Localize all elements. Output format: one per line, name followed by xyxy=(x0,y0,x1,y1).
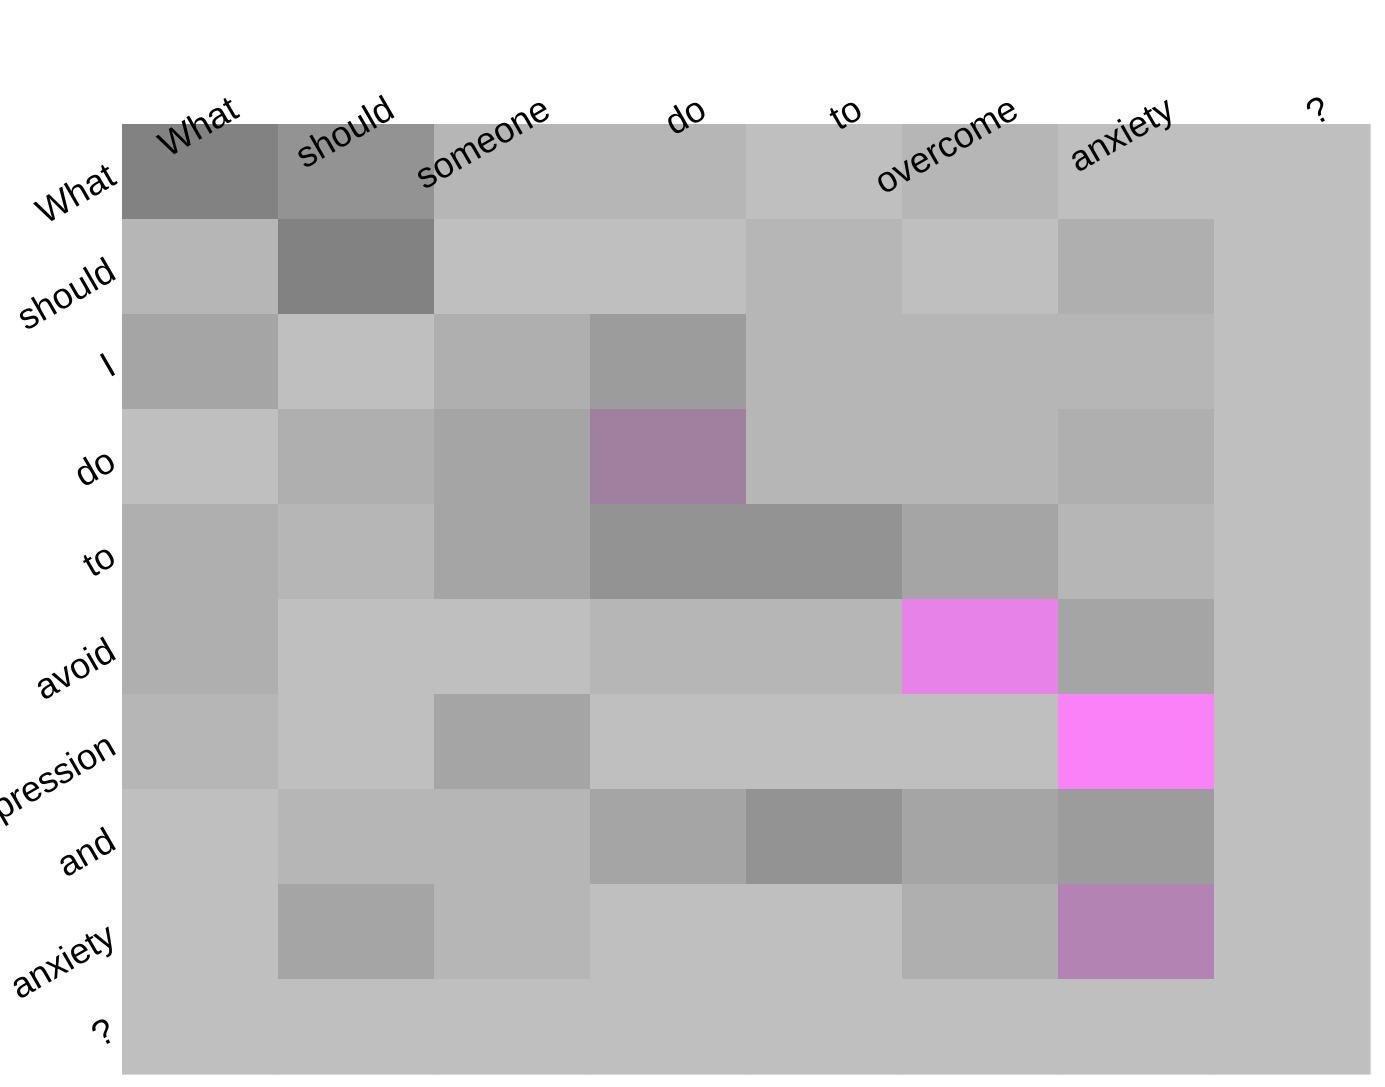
heatmap-cell-r6-c3 xyxy=(590,694,747,790)
heatmap-cell-r8-c7 xyxy=(1214,884,1371,980)
heatmap-cell-r8-c6 xyxy=(1058,884,1215,980)
heatmap-cell-r5-c4 xyxy=(746,599,903,695)
heatmap-cell-r5-c5 xyxy=(902,599,1059,695)
heatmap-cell-r9-c3 xyxy=(590,979,747,1075)
heatmap-cell-r7-c0 xyxy=(122,789,279,885)
heatmap-cell-r3-c7 xyxy=(1214,409,1371,505)
heatmap-cell-r4-c5 xyxy=(902,504,1059,600)
heatmap-cell-r6-c2 xyxy=(434,694,591,790)
heatmap-cell-r0-c1 xyxy=(278,124,435,220)
heatmap-cell-r9-c2 xyxy=(434,979,591,1075)
heatmap-cell-r9-c1 xyxy=(278,979,435,1075)
heatmap-cell-r8-c5 xyxy=(902,884,1059,980)
heatmap-cell-r3-c6 xyxy=(1058,409,1215,505)
heatmap-cell-r3-c1 xyxy=(278,409,435,505)
heatmap-cell-r6-c6 xyxy=(1058,694,1215,790)
heatmap-cell-r5-c0 xyxy=(122,599,279,695)
heatmap-cell-r1-c7 xyxy=(1214,219,1371,315)
heatmap-cell-r3-c5 xyxy=(902,409,1059,505)
heatmap-cell-r0-c3 xyxy=(590,124,747,220)
heatmap-cell-r0-c5 xyxy=(902,124,1059,220)
heatmap-cell-r5-c2 xyxy=(434,599,591,695)
heatmap-cell-r1-c0 xyxy=(122,219,279,315)
heatmap-cell-r4-c6 xyxy=(1058,504,1215,600)
heatmap-cell-r8-c4 xyxy=(746,884,903,980)
heatmap-cell-r4-c3 xyxy=(590,504,747,600)
heatmap-cell-r9-c6 xyxy=(1058,979,1215,1075)
heatmap-cell-r3-c0 xyxy=(122,409,279,505)
heatmap-cell-r2-c1 xyxy=(278,314,435,410)
heatmap-cell-r5-c7 xyxy=(1214,599,1371,695)
y-tick-label: avoid xyxy=(27,629,122,708)
heatmap-cell-r1-c1 xyxy=(278,219,435,315)
heatmap-cell-r9-c7 xyxy=(1214,979,1371,1075)
heatmap-cell-r2-c4 xyxy=(746,314,903,410)
heatmap-cell-r0-c0 xyxy=(122,124,279,220)
heatmap-cell-r6-c0 xyxy=(122,694,279,790)
heatmap-cell-r1-c3 xyxy=(590,219,747,315)
heatmap-cell-r0-c6 xyxy=(1058,124,1215,220)
y-tick-label: should xyxy=(10,249,122,338)
heatmap-cell-r0-c2 xyxy=(434,124,591,220)
heatmap-cells xyxy=(122,124,1371,1075)
heatmap-cell-r4-c0 xyxy=(122,504,279,600)
heatmap-cell-r8-c3 xyxy=(590,884,747,980)
heatmap-cell-r7-c1 xyxy=(278,789,435,885)
y-tick-label: do xyxy=(67,439,122,495)
heatmap-cell-r1-c2 xyxy=(434,219,591,315)
heatmap-cell-r7-c3 xyxy=(590,789,747,885)
heatmap-cell-r6-c7 xyxy=(1214,694,1371,790)
y-tick-label: ? xyxy=(84,1009,122,1055)
heatmap-cell-r9-c5 xyxy=(902,979,1059,1075)
heatmap-cell-r6-c1 xyxy=(278,694,435,790)
y-tick-label: What xyxy=(29,154,122,232)
heatmap-cell-r2-c6 xyxy=(1058,314,1215,410)
heatmap-cell-r6-c4 xyxy=(746,694,903,790)
y-tick-label: to xyxy=(75,534,122,585)
heatmap-cell-r4-c1 xyxy=(278,504,435,600)
heatmap-cell-r2-c0 xyxy=(122,314,279,410)
heatmap-cell-r8-c0 xyxy=(122,884,279,980)
heatmap-cell-r7-c4 xyxy=(746,789,903,885)
heatmap-cell-r7-c7 xyxy=(1214,789,1371,885)
heatmap-cell-r1-c5 xyxy=(902,219,1059,315)
heatmap-cell-r0-c4 xyxy=(746,124,903,220)
heatmap-cell-r8-c1 xyxy=(278,884,435,980)
heatmap-cell-r3-c4 xyxy=(746,409,903,505)
heatmap-cell-r3-c3 xyxy=(590,409,747,505)
heatmap-cell-r8-c2 xyxy=(434,884,591,980)
y-tick-label: anxiety xyxy=(3,914,122,1007)
heatmap-cell-r9-c0 xyxy=(122,979,279,1075)
heatmap-cell-r1-c6 xyxy=(1058,219,1215,315)
y-tick-label: I xyxy=(93,344,122,385)
heatmap-cell-r5-c1 xyxy=(278,599,435,695)
heatmap-cell-r2-c3 xyxy=(590,314,747,410)
heatmap-cell-r2-c5 xyxy=(902,314,1059,410)
heatmap-cell-r0-c7 xyxy=(1214,124,1371,220)
heatmap-cell-r4-c2 xyxy=(434,504,591,600)
y-tick-label: and xyxy=(49,819,122,885)
heatmap-cell-r5-c6 xyxy=(1058,599,1215,695)
heatmap-cell-r4-c4 xyxy=(746,504,903,600)
heatmap-cell-r2-c7 xyxy=(1214,314,1371,410)
heatmap-cell-r7-c5 xyxy=(902,789,1059,885)
heatmap-cell-r7-c2 xyxy=(434,789,591,885)
heatmap-cell-r4-c7 xyxy=(1214,504,1371,600)
y-axis-labels: WhatshouldIdotoavoiddepressionandanxiety… xyxy=(0,154,122,1055)
heatmap-cell-r3-c2 xyxy=(434,409,591,505)
heatmap-cell-r7-c6 xyxy=(1058,789,1215,885)
heatmap-cell-r9-c4 xyxy=(746,979,903,1075)
heatmap-cell-r5-c3 xyxy=(590,599,747,695)
heatmap-cell-r1-c4 xyxy=(746,219,903,315)
heatmap-cell-r6-c5 xyxy=(902,694,1059,790)
heatmap-cell-r2-c2 xyxy=(434,314,591,410)
